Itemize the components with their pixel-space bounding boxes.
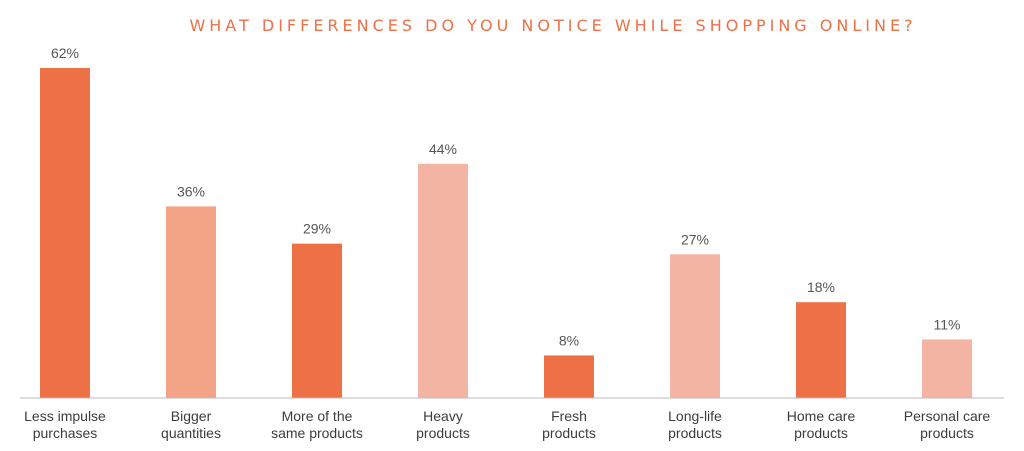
category-label-line: products [668,425,722,441]
category-label: Long-life products [668,408,722,441]
bar-value-label: 27% [681,231,709,247]
category-label-line: products [920,425,974,441]
category-label: Fresh products [542,408,596,441]
bars-group: 62% Less impulse purchases 36% Bigger quantit… [24,45,990,441]
category-label: More of the same products [271,408,363,441]
bar-value-label: 18% [807,279,835,295]
bar [166,206,216,398]
category-label-line: products [542,425,596,441]
category-label-line: products [416,425,470,441]
category-label-line: quantities [161,425,221,441]
category-label-line: Heavy [423,408,463,424]
bar [418,163,468,398]
category-label: Less impulse purchases [24,408,106,441]
category-label: Heavy products [416,408,470,441]
bar [670,254,720,398]
bar-value-label: 44% [429,141,457,157]
bar-value-label: 8% [559,332,579,348]
bar [40,68,90,398]
category-label-line: Home care [787,408,856,424]
bar-value-label: 36% [177,183,205,199]
category-label-line: Less impulse [24,408,106,424]
category-label-line: purchases [33,425,98,441]
category-label-line: products [794,425,848,441]
category-label-line: Long-life [668,408,722,424]
category-label-line: same products [271,425,363,441]
category-label: Bigger quantities [161,408,221,441]
bar-value-label: 62% [51,45,79,61]
category-label-line: Bigger [171,408,212,424]
bar-value-label: 29% [303,221,331,237]
category-label: Home care products [787,408,856,441]
bar [796,302,846,398]
chart-title: WHAT DIFFERENCES DO YOU NOTICE WHILE SHO… [189,16,916,35]
category-label-line: More of the [282,408,353,424]
category-label-line: Personal care [904,408,991,424]
category-label-line: Fresh [551,408,587,424]
bar [544,355,594,398]
bar [292,243,342,398]
bar-value-label: 11% [934,316,961,332]
bar [922,339,972,398]
category-label: Personal care products [904,408,991,441]
